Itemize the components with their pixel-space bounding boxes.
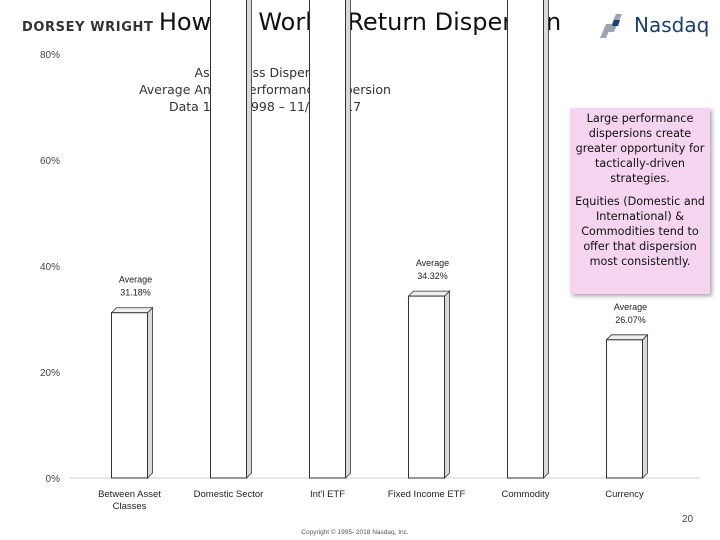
bar <box>606 339 643 479</box>
dorsey-wright-logo: DORSEY WRIGHT <box>22 20 154 35</box>
bar <box>408 295 445 479</box>
bar <box>210 0 247 479</box>
category-label: Domestic Sector <box>194 489 264 500</box>
copyright-notice: Copyright © 1995- 2018 Nasdaq, Inc. <box>301 529 409 536</box>
bar-data-label: Average 31.18% <box>119 275 152 298</box>
y-tick-label: 0% <box>46 474 61 485</box>
y-tick-label: 60% <box>40 156 60 167</box>
nasdaq-logo: Nasdaq <box>598 12 709 38</box>
nasdaq-logo-text: Nasdaq <box>634 13 710 37</box>
y-tick-label: 20% <box>40 368 60 379</box>
bar-data-label: Average 26.07% <box>614 302 647 325</box>
note-paragraph-2: Equities (Domestic and International) & … <box>575 195 705 268</box>
bar-top <box>605 334 649 341</box>
bar-side <box>345 0 351 479</box>
bar <box>507 0 544 479</box>
bar-data-label: Average 34.32% <box>416 258 449 281</box>
note-callout: Large performance dispersions create gre… <box>570 108 710 294</box>
y-tick-label: 40% <box>40 262 60 273</box>
category-label: Between Asset Classes <box>98 489 161 512</box>
category-label: Commodity <box>501 489 549 500</box>
category-label: Fixed Income ETF <box>388 489 466 500</box>
bar <box>111 312 148 479</box>
category-label: Int'l ETF <box>310 489 345 500</box>
bar-top <box>407 290 451 297</box>
page-number: 20 <box>682 514 694 525</box>
bar <box>309 0 346 479</box>
bar-side <box>642 333 648 479</box>
bar-side <box>444 290 450 479</box>
category-label: Currency <box>605 489 644 500</box>
bar-side <box>543 0 549 479</box>
note-paragraph-1: Large performance dispersions create gre… <box>575 112 705 185</box>
bar-side <box>147 306 153 479</box>
bar-top <box>110 307 154 314</box>
bar-side <box>246 0 252 479</box>
nasdaq-mark-icon <box>600 14 622 38</box>
y-tick-label: 80% <box>40 50 60 61</box>
